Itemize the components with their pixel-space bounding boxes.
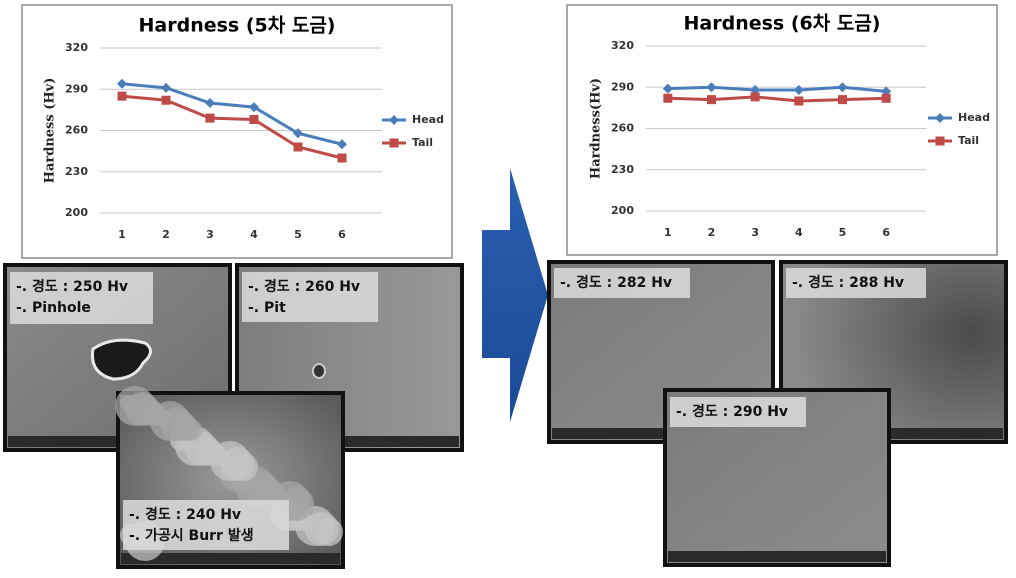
- y-tick-label: 260: [611, 122, 634, 135]
- marker: [837, 82, 848, 93]
- caption-text: -. Pit: [248, 300, 286, 316]
- marker: [337, 139, 347, 150]
- caption-text: -. 경도 : 282 Hv: [560, 274, 672, 291]
- pinhole: [90, 338, 152, 381]
- legend-marker: [389, 138, 399, 148]
- y-tick-label: 290: [611, 80, 634, 93]
- marker: [161, 82, 171, 93]
- marker: [205, 98, 215, 108]
- legend-label: Head: [412, 113, 444, 126]
- y-tick-label: 200: [65, 206, 88, 219]
- series-line: [667, 95, 887, 103]
- x-tick-label: 1: [664, 226, 672, 239]
- x-tick-label: 5: [294, 228, 302, 241]
- marker: [662, 83, 673, 94]
- sem-footer: [552, 428, 770, 439]
- sem-footer: [240, 436, 459, 447]
- series-line: [667, 85, 887, 93]
- grain: [315, 518, 343, 546]
- marker: [117, 91, 127, 101]
- sem-footer: [668, 551, 886, 562]
- x-tick-label: 1: [118, 228, 126, 241]
- marker: [293, 128, 303, 139]
- marker: [750, 92, 760, 102]
- caption-text: -. 경도 : 240 Hv: [129, 506, 241, 523]
- marker: [117, 78, 127, 89]
- chart-frame: [21, 4, 453, 259]
- legend-label: Tail: [958, 134, 979, 147]
- x-tick-label: 6: [338, 228, 346, 241]
- legend-label: Tail: [412, 136, 433, 149]
- y-tick-label: 230: [611, 163, 634, 176]
- x-tick-label: 3: [206, 228, 214, 241]
- chart-title: Hardness (6차 도금): [684, 13, 881, 35]
- caption-box: [10, 272, 153, 324]
- x-tick-label: 5: [839, 226, 847, 239]
- marker: [706, 82, 717, 93]
- caption-text: -. 경도 : 290 Hv: [676, 403, 788, 420]
- pit: [312, 363, 326, 379]
- chart-title: Hardness (5차 도금): [139, 15, 336, 37]
- grain: [230, 453, 258, 481]
- x-tick-label: 2: [162, 228, 170, 241]
- marker: [794, 96, 804, 106]
- caption-text: -. 가공시 Burr 발생: [129, 527, 254, 544]
- legend-marker: [389, 115, 399, 125]
- y-axis-label: Hardness(Hv): [589, 78, 604, 179]
- sem-footer: [121, 553, 340, 564]
- caption-box: [670, 397, 806, 427]
- x-tick-label: 4: [250, 228, 258, 241]
- y-axis-label: Hardness (Hv): [43, 78, 58, 184]
- caption-text: -. 경도 : 288 Hv: [792, 274, 904, 291]
- x-tick-label: 4: [795, 226, 803, 239]
- marker: [707, 95, 716, 105]
- y-tick-label: 200: [611, 204, 634, 217]
- legend-marker: [935, 113, 945, 123]
- series-line: [121, 94, 343, 160]
- marker: [337, 153, 347, 163]
- marker: [793, 85, 804, 95]
- marker: [205, 113, 215, 123]
- marker: [838, 95, 847, 105]
- arrow: [482, 168, 548, 422]
- marker: [881, 93, 891, 103]
- legend-marker: [935, 136, 945, 146]
- marker: [161, 95, 171, 105]
- series-line: [121, 82, 343, 146]
- y-tick-label: 230: [65, 165, 88, 178]
- caption-text: -. 경도 : 250 Hv: [16, 278, 128, 295]
- grain: [180, 419, 202, 441]
- chart-frame: [566, 4, 998, 256]
- x-tick-label: 6: [882, 226, 890, 239]
- y-tick-label: 320: [611, 39, 634, 52]
- caption-text: -. 경도 : 260 Hv: [248, 278, 360, 295]
- marker: [249, 102, 259, 113]
- caption-box: [786, 268, 926, 298]
- y-tick-label: 320: [65, 41, 88, 54]
- marker: [249, 115, 259, 124]
- x-tick-label: 3: [751, 226, 759, 239]
- legend-label: Head: [958, 111, 990, 124]
- x-tick-label: 2: [708, 226, 716, 239]
- caption-box: [554, 268, 690, 298]
- y-tick-label: 260: [65, 124, 88, 137]
- marker: [293, 142, 303, 152]
- caption-text: -. Pinhole: [16, 300, 91, 316]
- marker: [663, 93, 673, 103]
- caption-box: [242, 272, 378, 322]
- caption-box: [123, 500, 289, 550]
- sem-footer: [784, 428, 1003, 439]
- y-tick-label: 290: [65, 82, 88, 95]
